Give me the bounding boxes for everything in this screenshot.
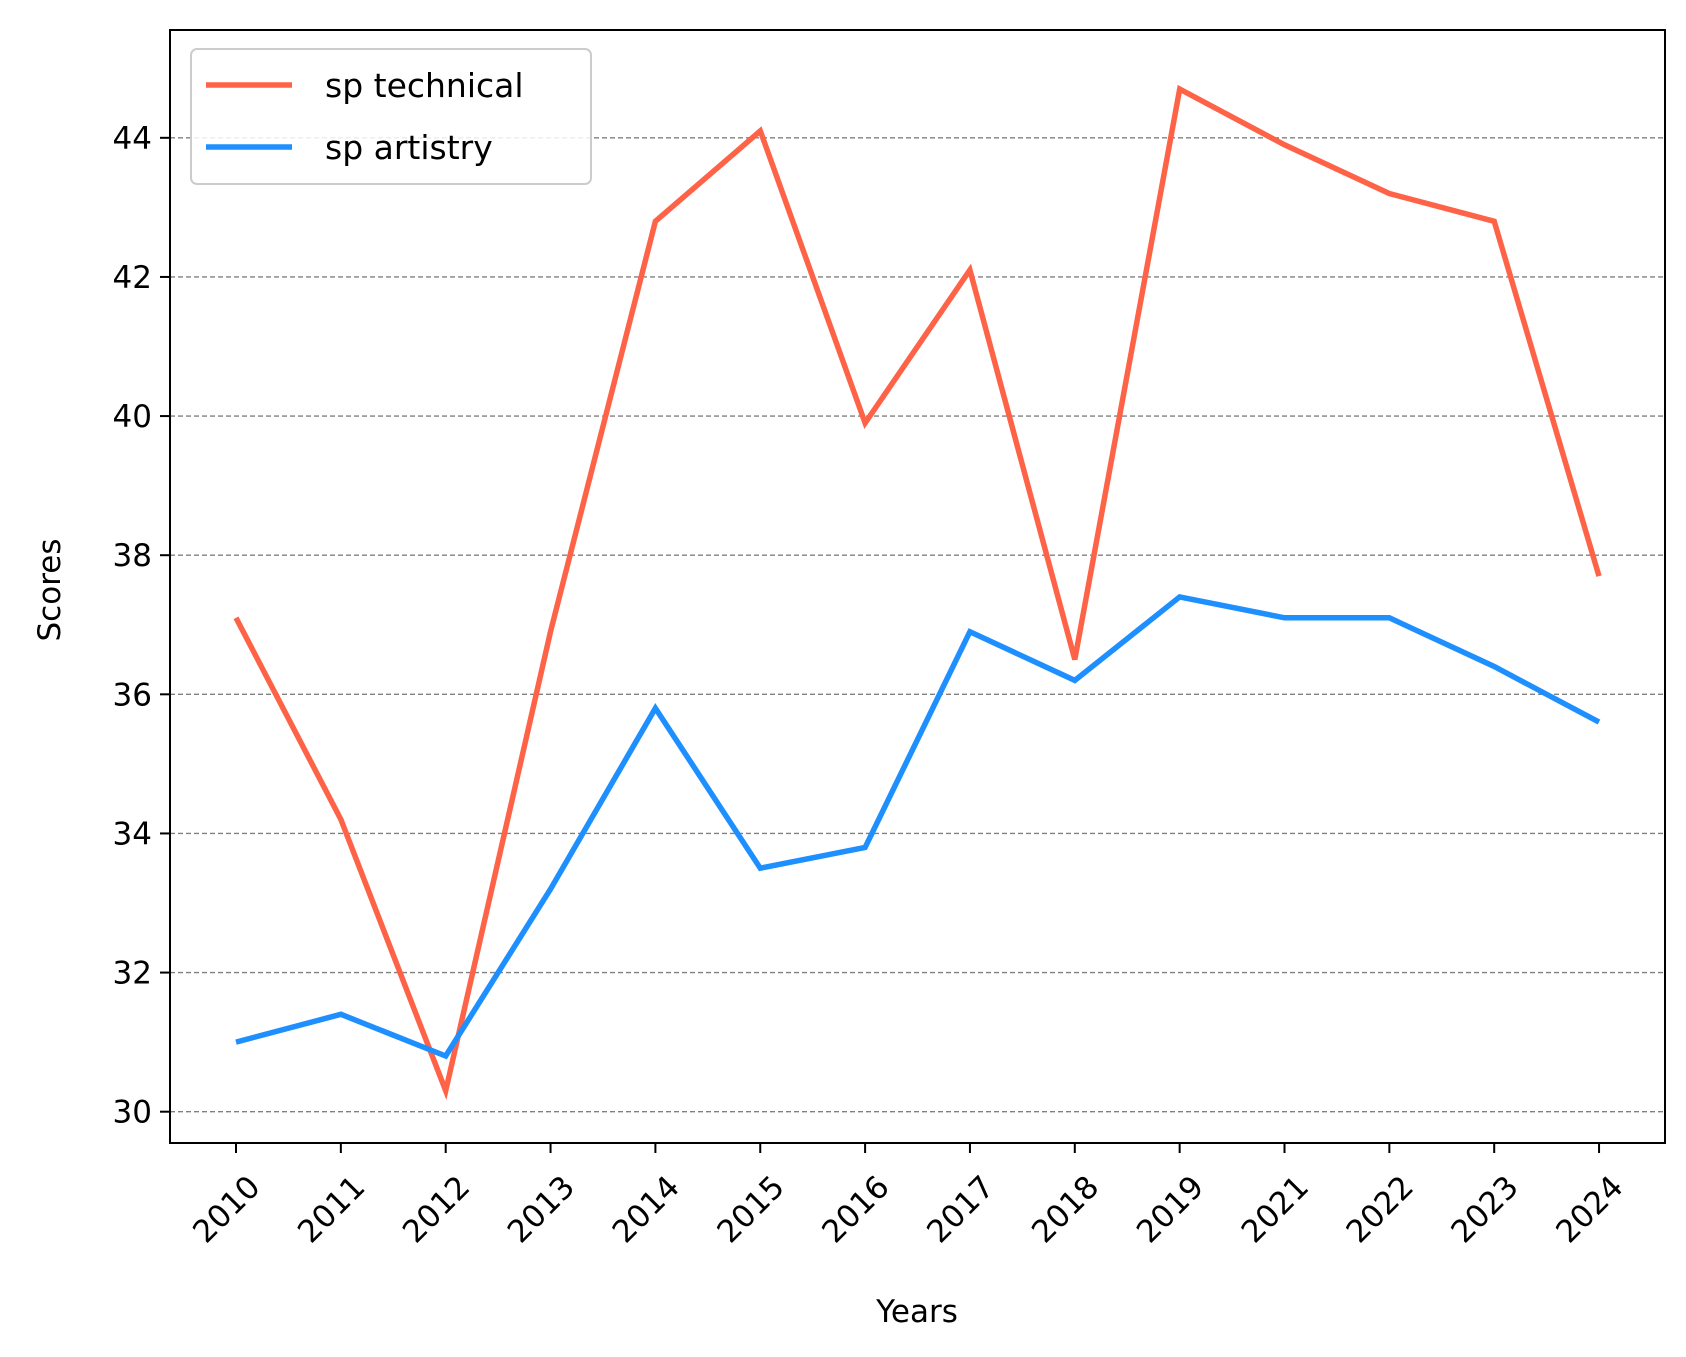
x-axis-title: Years bbox=[875, 1294, 958, 1330]
y-axis: 30 32 34 36 38 40 42 44 bbox=[113, 121, 170, 1131]
legend-label: sp artistry bbox=[325, 128, 493, 167]
y-tick-label: 36 bbox=[113, 677, 152, 713]
series-line-sp-technical bbox=[233, 84, 1602, 1101]
legend-label: sp technical bbox=[325, 66, 524, 105]
plot-frame bbox=[169, 29, 1666, 1144]
y-tick-label: 30 bbox=[113, 1095, 152, 1131]
y-tick-label: 40 bbox=[113, 399, 152, 435]
y-tick-label: 34 bbox=[113, 816, 152, 852]
gridlines bbox=[170, 137, 1665, 1113]
y-axis-title: Scores bbox=[32, 539, 68, 642]
y-tick-label: 44 bbox=[113, 121, 152, 157]
y-tick-label: 42 bbox=[113, 260, 152, 296]
legend: sp technical sp artistry bbox=[190, 48, 592, 185]
series-lines bbox=[233, 84, 1602, 1101]
series-line-sp-artistry bbox=[235, 593, 1601, 1060]
y-tick-label: 38 bbox=[113, 538, 152, 574]
y-tick-label: 32 bbox=[113, 956, 152, 992]
